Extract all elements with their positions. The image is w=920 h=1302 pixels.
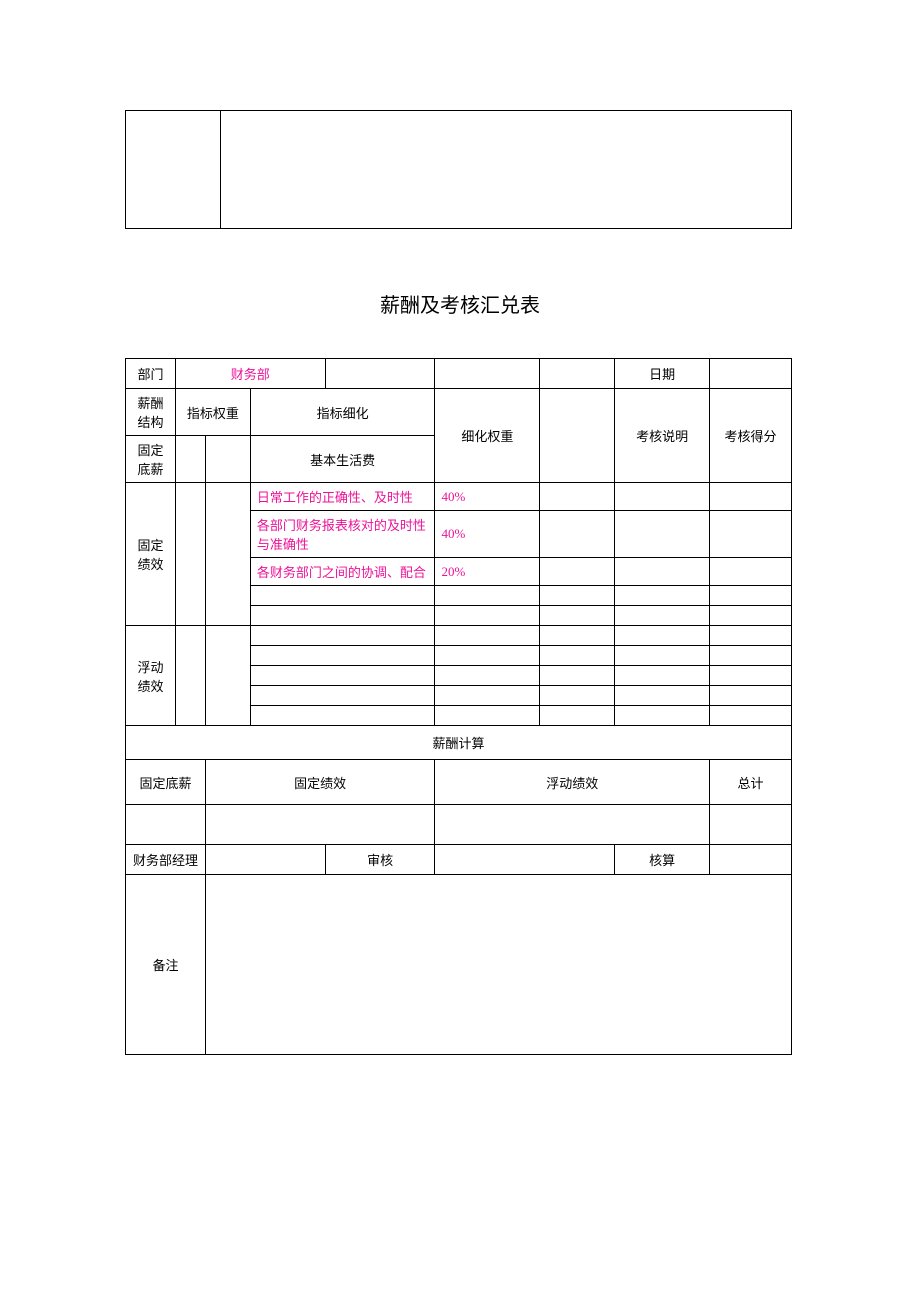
fixed-base-w2: [205, 436, 250, 483]
col-assess-desc: 考核说明: [615, 389, 710, 483]
fixed-perf-blank-0: [540, 483, 615, 511]
signoff-review-val: [435, 845, 615, 875]
signoff-account: 核算: [615, 845, 710, 875]
fixed-base-label: 固定底薪: [126, 436, 176, 483]
calc-fixed-perf-label: 固定绩效: [205, 760, 435, 805]
fixed-perf-detail-0: 日常工作的正确性、及时性: [250, 483, 435, 511]
remarks-content: [205, 875, 791, 1055]
hdr-blank-3: [540, 359, 615, 389]
float-perf-detail-0: [250, 626, 435, 646]
fixed-perf-desc-2: [615, 558, 710, 586]
col-indicator-detail: 指标细化: [250, 389, 435, 436]
dept-label: 部门: [126, 359, 176, 389]
float-perf-detail-4: [250, 706, 435, 726]
float-perf-weight-4: [435, 706, 540, 726]
top-box-cell-2: [221, 111, 792, 229]
float-perf-score-0: [710, 626, 792, 646]
float-perf-detail-1: [250, 646, 435, 666]
dept-value: 财务部: [175, 359, 325, 389]
fixed-perf-desc-0: [615, 483, 710, 511]
float-perf-desc-4: [615, 706, 710, 726]
fixed-perf-weight-4: [435, 606, 540, 626]
fixed-base-detail: 基本生活费: [250, 436, 435, 483]
float-perf-desc-3: [615, 686, 710, 706]
float-perf-blank-4: [540, 706, 615, 726]
fixed-perf-detail-1: 各部门财务报表核对的及时性与准确性: [250, 511, 435, 558]
fixed-base-w1: [175, 436, 205, 483]
fixed-perf-score-0: [710, 483, 792, 511]
calc-fixed-base-label: 固定底薪: [126, 760, 206, 805]
calc-float-perf-label: 浮动绩效: [435, 760, 710, 805]
fixed-perf-score-4: [710, 606, 792, 626]
fixed-perf-label: 固定绩效: [126, 483, 176, 626]
fixed-perf-weight-0: 40%: [435, 483, 540, 511]
calc-total-val: [710, 805, 792, 845]
float-perf-desc-0: [615, 626, 710, 646]
fixed-perf-score-1: [710, 511, 792, 558]
signoff-account-val: [710, 845, 792, 875]
float-perf-score-2: [710, 666, 792, 686]
float-perf-score-1: [710, 646, 792, 666]
page-title: 薪酬及考核汇兑表: [0, 289, 920, 318]
hdr-blank-1: [325, 359, 435, 389]
page-root: 薪酬及考核汇兑表 部门 财务部 日期 薪酬结构 指标权重 指标细: [0, 110, 920, 1055]
float-perf-desc-2: [615, 666, 710, 686]
col-blank: [540, 389, 615, 483]
date-label: 日期: [615, 359, 710, 389]
calc-fixed-perf-val: [205, 805, 435, 845]
fixed-perf-blank-3: [540, 586, 615, 606]
fixed-perf-blank-2: [540, 558, 615, 586]
float-perf-w2: [205, 626, 250, 726]
calc-float-perf-val: [435, 805, 710, 845]
fixed-perf-detail-3: [250, 586, 435, 606]
float-perf-weight-2: [435, 666, 540, 686]
col-detail-weight: 细化权重: [435, 389, 540, 483]
fixed-perf-desc-1: [615, 511, 710, 558]
fixed-perf-score-2: [710, 558, 792, 586]
calc-total-label: 总计: [710, 760, 792, 805]
float-perf-blank-3: [540, 686, 615, 706]
top-empty-box: [125, 110, 792, 229]
float-perf-score-3: [710, 686, 792, 706]
top-box-cell-1: [126, 111, 221, 229]
signoff-review: 审核: [325, 845, 435, 875]
float-perf-weight-0: [435, 626, 540, 646]
float-perf-weight-3: [435, 686, 540, 706]
float-perf-w1: [175, 626, 205, 726]
float-perf-detail-2: [250, 666, 435, 686]
col-assess-score: 考核得分: [710, 389, 792, 483]
fixed-perf-blank-1: [540, 511, 615, 558]
hdr-blank-2: [435, 359, 540, 389]
fixed-perf-weight-2: 20%: [435, 558, 540, 586]
float-perf-score-4: [710, 706, 792, 726]
float-perf-label: 浮动绩效: [126, 626, 176, 726]
fixed-perf-weight-3: [435, 586, 540, 606]
signoff-finance-mgr: 财务部经理: [126, 845, 206, 875]
fixed-perf-desc-3: [615, 586, 710, 606]
remarks-label: 备注: [126, 875, 206, 1055]
calc-fixed-base-val: [126, 805, 206, 845]
date-value: [710, 359, 792, 389]
float-perf-weight-1: [435, 646, 540, 666]
fixed-perf-blank-4: [540, 606, 615, 626]
float-perf-desc-1: [615, 646, 710, 666]
fixed-perf-desc-4: [615, 606, 710, 626]
float-perf-detail-3: [250, 686, 435, 706]
float-perf-blank-2: [540, 666, 615, 686]
fixed-perf-w2: [205, 483, 250, 626]
main-table: 部门 财务部 日期 薪酬结构 指标权重 指标细化 细化权重 考核说明 考核得分 …: [125, 358, 792, 1055]
fixed-perf-detail-4: [250, 606, 435, 626]
signoff-finance-mgr-val: [205, 845, 325, 875]
fixed-perf-detail-2: 各财务部门之间的协调、配合: [250, 558, 435, 586]
fixed-perf-weight-1: 40%: [435, 511, 540, 558]
float-perf-blank-0: [540, 626, 615, 646]
fixed-perf-w1: [175, 483, 205, 626]
col-indicator-weight: 指标权重: [175, 389, 250, 436]
col-salary-structure: 薪酬结构: [126, 389, 176, 436]
fixed-perf-score-3: [710, 586, 792, 606]
float-perf-blank-1: [540, 646, 615, 666]
calc-section-title: 薪酬计算: [126, 726, 792, 760]
